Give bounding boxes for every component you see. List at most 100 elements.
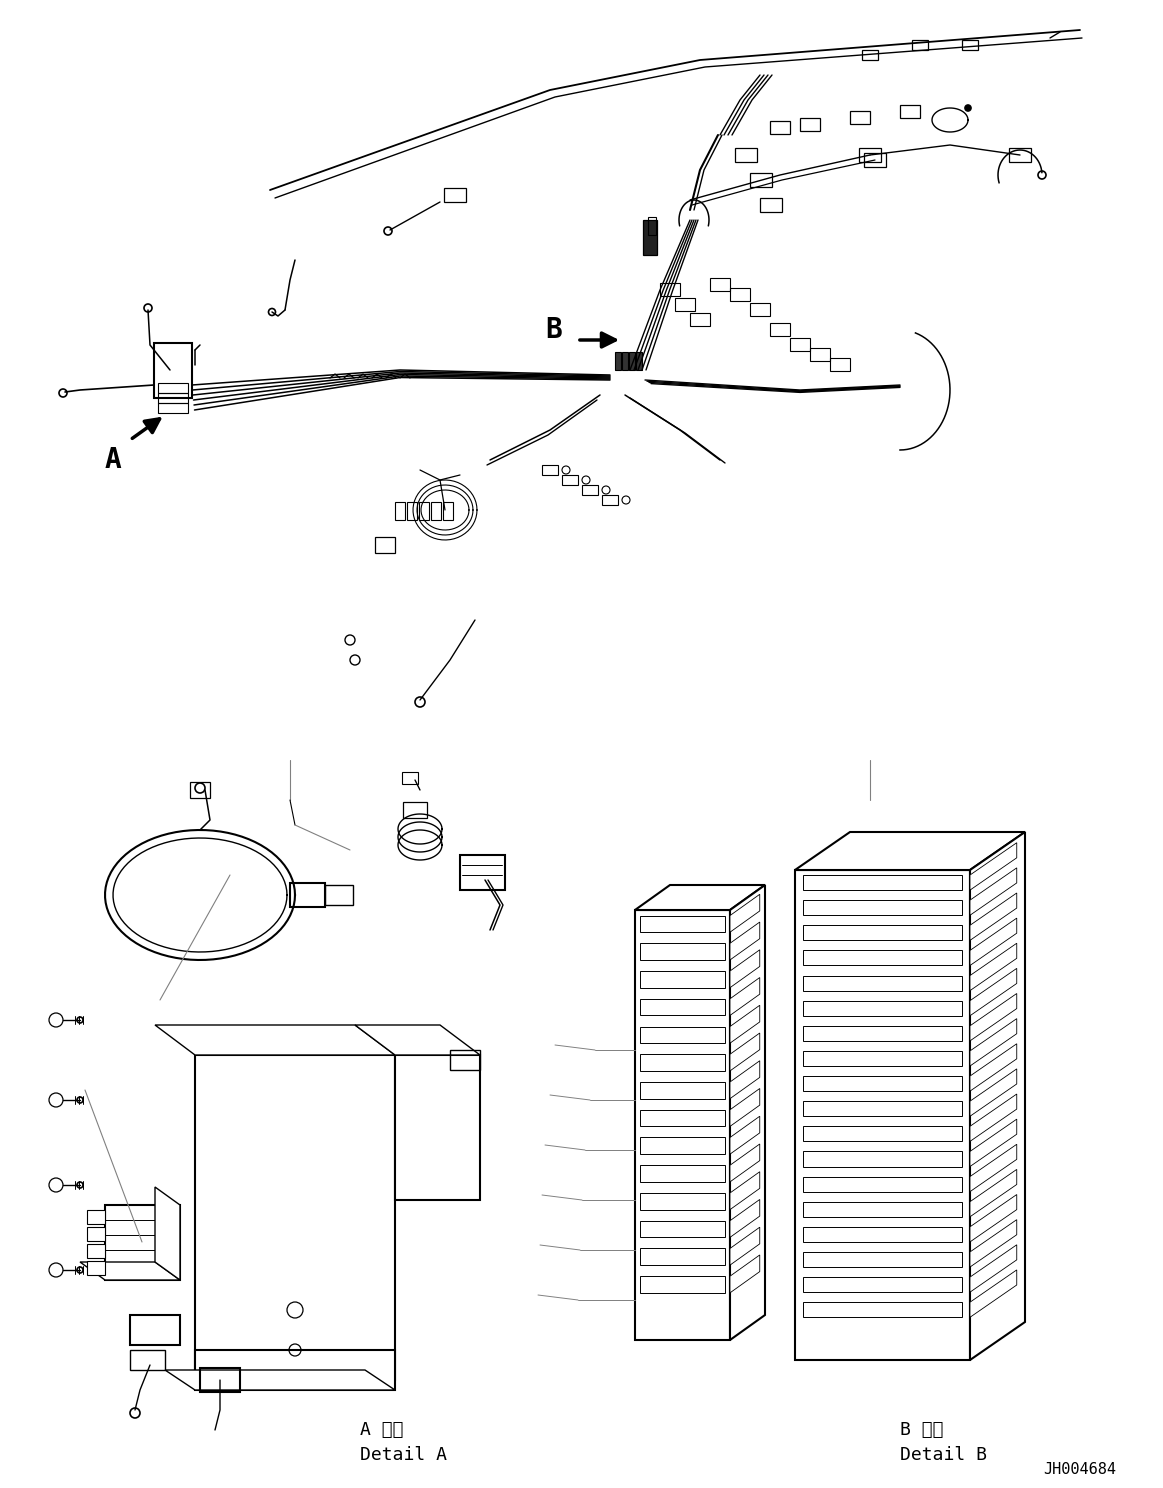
Polygon shape (730, 923, 759, 960)
Text: JH004684: JH004684 (1043, 1463, 1116, 1478)
Polygon shape (730, 885, 765, 1341)
Circle shape (965, 106, 971, 112)
Bar (602, 496, 618, 504)
Polygon shape (730, 1033, 759, 1071)
Bar (802, 900, 962, 915)
Polygon shape (970, 1019, 1016, 1065)
Polygon shape (730, 1171, 759, 1210)
Bar (640, 943, 725, 960)
Bar (629, 353, 635, 371)
Polygon shape (970, 1068, 1016, 1116)
Bar (802, 1226, 962, 1242)
Bar (154, 344, 192, 397)
Bar (640, 1165, 725, 1181)
Bar (750, 173, 772, 187)
Polygon shape (355, 1025, 480, 1055)
Bar (640, 1220, 725, 1238)
Bar (770, 121, 790, 134)
Polygon shape (730, 1006, 759, 1043)
Polygon shape (970, 1269, 1016, 1317)
Bar (750, 304, 770, 315)
Text: Detail A: Detail A (361, 1446, 447, 1464)
Bar (640, 1277, 725, 1293)
Bar (730, 289, 750, 301)
Bar (802, 1277, 962, 1292)
Bar (87, 1210, 105, 1225)
Polygon shape (730, 1116, 759, 1155)
Bar (431, 501, 441, 519)
Bar (158, 382, 188, 393)
Polygon shape (795, 870, 970, 1360)
Polygon shape (970, 1220, 1016, 1266)
Text: B: B (545, 315, 562, 344)
Bar (562, 475, 578, 485)
Polygon shape (80, 1262, 180, 1280)
Polygon shape (730, 894, 759, 931)
Text: A: A (105, 446, 122, 475)
Polygon shape (730, 978, 759, 1015)
Bar (404, 802, 427, 818)
Bar (640, 1082, 725, 1098)
Bar (130, 1315, 180, 1345)
Bar (324, 885, 354, 905)
Bar (444, 187, 466, 202)
Bar (443, 501, 454, 519)
Bar (859, 147, 882, 162)
Bar (802, 875, 962, 890)
Bar (802, 926, 962, 940)
Bar (640, 998, 725, 1015)
Bar (542, 464, 558, 475)
Bar (659, 283, 680, 296)
Bar (582, 485, 598, 496)
Bar (158, 393, 188, 403)
Polygon shape (730, 1254, 759, 1293)
Bar (809, 348, 830, 362)
Text: Detail B: Detail B (900, 1446, 987, 1464)
Bar (461, 856, 505, 890)
Bar (802, 976, 962, 991)
Bar (802, 1025, 962, 1042)
Bar (912, 40, 928, 51)
Bar (802, 1000, 962, 1016)
Bar (802, 1076, 962, 1091)
Bar (640, 1055, 725, 1071)
Polygon shape (730, 1089, 759, 1126)
Bar (640, 1027, 725, 1043)
Bar (158, 403, 188, 414)
Bar (87, 1244, 105, 1257)
Bar (1009, 147, 1032, 162)
Polygon shape (970, 1144, 1016, 1192)
Bar (864, 153, 886, 167)
Polygon shape (165, 1370, 395, 1390)
Polygon shape (970, 842, 1016, 890)
Polygon shape (195, 1350, 395, 1390)
Polygon shape (970, 1245, 1016, 1292)
Polygon shape (970, 1170, 1016, 1217)
Bar (640, 972, 725, 988)
Bar (87, 1228, 105, 1241)
Bar (850, 112, 870, 124)
Bar (770, 323, 790, 336)
Bar (802, 951, 962, 966)
Bar (290, 882, 324, 908)
Bar (962, 40, 978, 51)
Bar (419, 501, 429, 519)
Bar (200, 1367, 240, 1391)
Bar (402, 772, 418, 784)
Polygon shape (155, 1025, 395, 1055)
Polygon shape (970, 893, 1016, 940)
Bar (830, 359, 850, 371)
Polygon shape (195, 1055, 395, 1379)
Bar (190, 783, 211, 798)
Polygon shape (155, 1187, 180, 1280)
Bar (802, 1177, 962, 1192)
Bar (790, 338, 809, 351)
Bar (690, 312, 709, 326)
Polygon shape (970, 969, 1016, 1016)
Bar (374, 537, 395, 554)
Bar (87, 1260, 105, 1275)
Bar (802, 1101, 962, 1116)
Bar (640, 1110, 725, 1126)
Polygon shape (970, 1043, 1016, 1091)
Bar (622, 353, 628, 371)
